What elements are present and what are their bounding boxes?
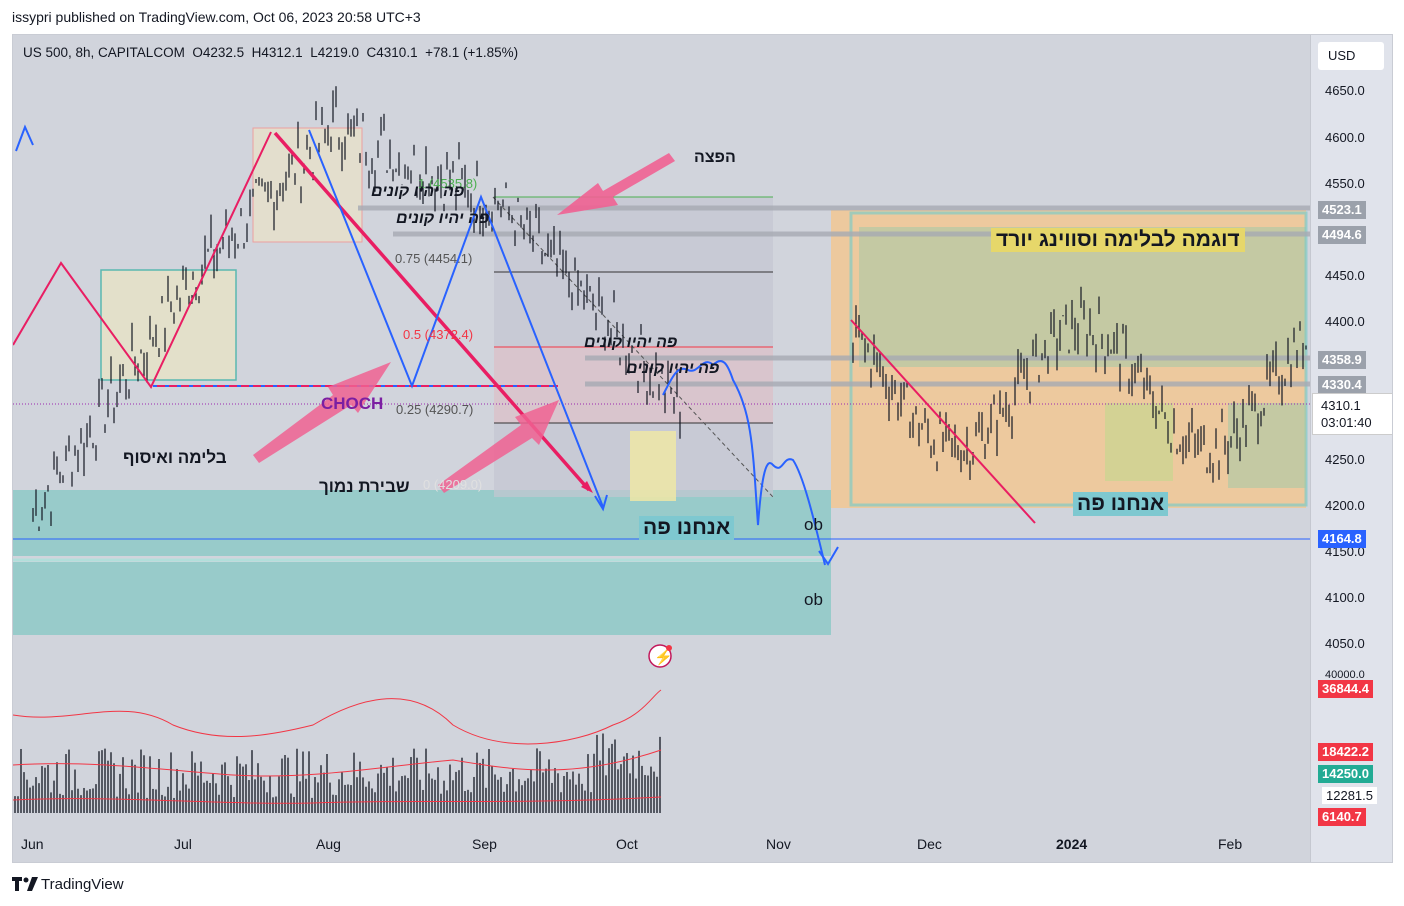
price-badge: 4330.4	[1318, 376, 1366, 394]
price-badge: 4494.6	[1318, 226, 1366, 244]
ob-zone-lower	[13, 562, 831, 635]
annotation-we-are-here-1: אנחנו פה	[639, 516, 735, 540]
annotation-we-are-here-2: אנחנו פה	[1073, 492, 1169, 516]
projection-blue	[662, 360, 826, 566]
footer-brand: TradingView	[12, 876, 124, 893]
volume-ma-upper	[13, 689, 662, 745]
annotation-buyers-2: פה יהיו קונים	[396, 210, 490, 227]
x-tick: Oct	[616, 836, 638, 852]
price-badge: 4358.9	[1318, 351, 1366, 369]
fib-label-1: 1 (4535.8)	[418, 176, 477, 191]
arrow-low-break	[438, 400, 559, 493]
price-badge: 4523.1	[1318, 201, 1366, 219]
y-tick: 4250.0	[1325, 452, 1365, 467]
x-tick: 2024	[1056, 836, 1088, 852]
annotation-spread: הפצה	[694, 149, 736, 166]
annotation-buyers-1: פה יהיו קונים	[371, 183, 465, 200]
y-tick: 4200.0	[1325, 498, 1365, 513]
last-price-label: 4310.1 03:01:40	[1312, 393, 1392, 435]
open-value: O4232.5	[192, 45, 245, 60]
annotation-buyers-3: פה יהיו קונים	[584, 334, 678, 351]
lightning-icon	[648, 644, 672, 668]
x-tick: Aug	[316, 836, 341, 852]
annotation-ob-1: ob	[804, 515, 823, 534]
price-badge: 4164.8	[1318, 530, 1366, 548]
arrow-spread	[557, 153, 675, 215]
fib-label-05: 0.5 (4372.4)	[403, 327, 473, 342]
ohlc-legend: US 500, 8h, CAPITALCOM O4232.5 H4312.1 L…	[23, 45, 518, 60]
close-value: C4310.1	[366, 45, 418, 60]
volume-badge: 14250.0	[1318, 765, 1373, 783]
symbol-label: US 500, 8h, CAPITALCOM	[23, 45, 185, 60]
change-value: +78.1 (+1.85%)	[425, 45, 519, 60]
svg-text:⚡: ⚡	[654, 648, 673, 666]
annotation-buyers-4: פה יהיו קונים	[626, 360, 720, 377]
annotation-absorption: בלימה ואיסוף	[123, 448, 227, 467]
volume-ma-lower	[13, 749, 662, 777]
y-tick: 4050.0	[1325, 636, 1365, 651]
y-tick: 4100.0	[1325, 590, 1365, 605]
annotation-example: דוגמה לבלימה וסווינג יורד	[991, 228, 1245, 252]
x-tick: Jul	[174, 836, 192, 852]
chart-frame[interactable]: 1 (4535.8) 0.75 (4454.1) 0.5 (4372.4) 0.…	[12, 34, 1393, 863]
price-candles	[32, 86, 1307, 532]
brand-label: TradingView	[41, 876, 124, 893]
annotation-low-break: שבירת נמוך	[319, 477, 410, 496]
volume-badge: 36844.4	[1318, 680, 1373, 698]
fib-label-0: 0 (4209.0)	[423, 477, 482, 492]
volume-bars	[14, 733, 661, 813]
low-value: L4219.0	[310, 45, 360, 60]
swing-blue	[308, 129, 604, 508]
annotation-ob-2: ob	[804, 590, 823, 609]
fib-label-025: 0.25 (4290.7)	[396, 402, 473, 417]
x-tick: Feb	[1218, 836, 1243, 852]
published-line: issypri published on TradingView.com, Oc…	[12, 9, 421, 25]
x-tick: Sep	[472, 836, 497, 852]
currency-button[interactable]: USD	[1318, 42, 1384, 70]
y-tick: 4650.0	[1325, 83, 1365, 98]
tradingview-logo-icon	[12, 877, 38, 891]
high-value: H4312.1	[251, 45, 303, 60]
annotation-choch: CHOCH	[321, 394, 384, 413]
y-tick: 4600.0	[1325, 130, 1365, 145]
arrow-choch	[253, 362, 391, 463]
y-tick: 4400.0	[1325, 314, 1365, 329]
x-tick: Jun	[21, 836, 44, 852]
last-price: 4310.1	[1321, 398, 1361, 413]
fib-label-075: 0.75 (4454.1)	[395, 251, 472, 266]
y-tick: 40000.0	[1325, 669, 1365, 681]
volume-badge: 6140.7	[1318, 808, 1366, 826]
y-tick: 4450.0	[1325, 268, 1365, 283]
volume-plain-label: 12281.5	[1322, 787, 1377, 804]
zigzag-pink	[13, 131, 272, 389]
y-tick: 4550.0	[1325, 176, 1365, 191]
x-tick: Nov	[766, 836, 791, 852]
bar-countdown: 03:01:40	[1321, 415, 1372, 430]
x-tick: Dec	[917, 836, 942, 852]
volume-badge: 18422.2	[1318, 743, 1373, 761]
price-axis[interactable]	[1310, 35, 1392, 862]
